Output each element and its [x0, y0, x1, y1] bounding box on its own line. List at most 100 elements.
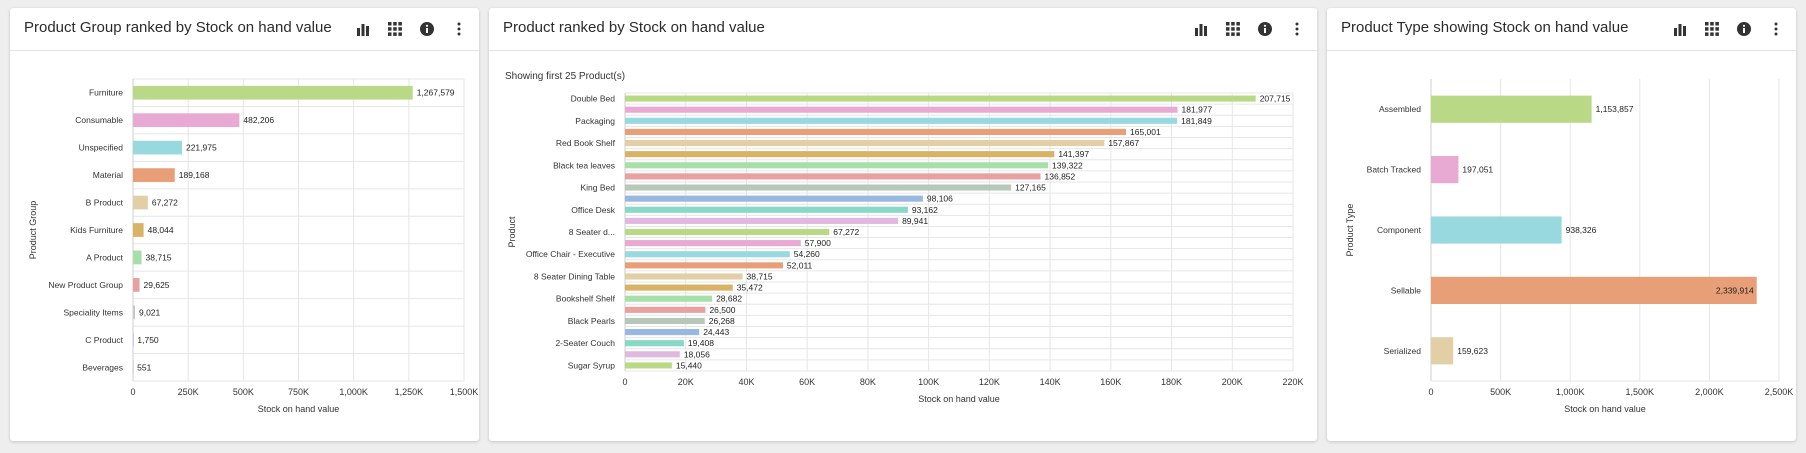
bar-value-label: 9,021 [139, 307, 161, 317]
bar-value-label: 67,272 [833, 227, 859, 237]
bar [625, 262, 783, 269]
bar-value-label: 181,977 [1182, 105, 1213, 115]
bar-chart-icon[interactable] [351, 17, 375, 41]
x-tick-label: 1,000K [339, 387, 368, 397]
x-tick-label: 20K [678, 377, 694, 387]
x-tick-label: 0 [130, 387, 135, 397]
info-icon[interactable] [1732, 17, 1756, 41]
y-category-label: Packaging [575, 116, 615, 126]
chart-product: Showing first 25 Product(s) 0 20K 40K 60K 80K… [505, 71, 1304, 404]
bar [133, 278, 140, 292]
x-tick-label: 0 [1428, 387, 1433, 397]
panel-title: Product ranked by Stock on hand value [503, 19, 765, 36]
y-category-label: Consumable [75, 115, 123, 125]
panel-product-type: Product Type showing Stock on hand value… [1327, 8, 1796, 441]
bar-chart-icon[interactable] [1189, 17, 1213, 41]
x-tick-label: 500K [233, 387, 254, 397]
bar [133, 168, 175, 182]
y-category-label: Office Chair - Executive [526, 249, 615, 259]
bar-value-label: 38,715 [747, 271, 773, 281]
y-category-label: Serialized [1384, 346, 1422, 356]
panel-product-group: Product Group ranked by Stock on hand va… [10, 8, 479, 441]
bar-value-label: 93,162 [912, 205, 938, 215]
bar-chart-icon[interactable] [1668, 17, 1692, 41]
bar [133, 360, 134, 375]
bar-value-label: 48,044 [148, 225, 174, 235]
x-tick-label: 220K [1282, 377, 1303, 387]
y-category-label: B Product [86, 198, 124, 208]
bar-value-label: 57,900 [805, 238, 831, 248]
chart-subtitle: Showing first 25 Product(s) [505, 71, 625, 82]
y-axis-title: Product [507, 216, 517, 248]
x-tick-label: 1,500K [450, 387, 479, 397]
bar-value-label: 1,153,857 [1596, 104, 1634, 114]
more-vertical-icon[interactable] [1285, 17, 1309, 41]
panel-toolbar [351, 17, 471, 41]
bar-value-label: 54,260 [794, 249, 820, 259]
bar-value-label: 141,397 [1058, 149, 1089, 159]
chart-product-group: 0 250K 500K 750K 1,000K 1,250K 1,500K Furniture… [28, 78, 479, 414]
bar-value-label: 197,051 [1462, 165, 1493, 175]
grid-icon[interactable] [1700, 17, 1724, 41]
bar [625, 117, 1178, 124]
bar [1431, 337, 1454, 365]
bar-value-label: 15,440 [676, 360, 702, 370]
bar [625, 351, 680, 358]
bar [133, 195, 148, 210]
bar-value-label: 28,682 [716, 294, 742, 304]
x-tick-label: 500K [1490, 387, 1511, 397]
bar [625, 340, 684, 347]
x-tick-label: 140K [1040, 377, 1061, 387]
y-category-label: Black Pearls [568, 316, 615, 326]
x-tick-label: 1,000K [1556, 387, 1585, 397]
x-tick-label: 1,500K [1626, 387, 1655, 397]
x-tick-label: 200K [1222, 377, 1243, 387]
x-tick-label: 160K [1100, 377, 1121, 387]
bar-value-label: 165,001 [1130, 127, 1161, 137]
x-tick-label: 40K [738, 377, 754, 387]
grid-icon[interactable] [1221, 17, 1245, 41]
y-category-label: Office Desk [571, 205, 616, 215]
bar-value-label: 938,326 [1566, 225, 1597, 235]
panel-header: Product Type showing Stock on hand value [1327, 8, 1796, 51]
more-vertical-icon[interactable] [447, 17, 471, 41]
info-icon[interactable] [1253, 17, 1277, 41]
bar-value-label: 26,500 [709, 305, 735, 315]
bar-value-label: 38,715 [146, 252, 172, 262]
bar [625, 206, 908, 213]
bar [133, 250, 142, 265]
x-axis-title: Stock on hand value [258, 404, 340, 414]
bar [625, 295, 713, 302]
bar [133, 113, 240, 128]
bar [625, 317, 705, 325]
bar-value-label: 159,623 [1457, 346, 1488, 356]
bar [625, 139, 1105, 147]
info-icon[interactable] [415, 17, 439, 41]
y-category-label: Furniture [89, 88, 123, 98]
bar [625, 217, 899, 224]
bar [1431, 276, 1757, 304]
bar-value-label: 482,206 [243, 115, 274, 125]
bar-value-label: 26,268 [709, 316, 735, 326]
bar-value-label: 24,443 [703, 327, 729, 337]
bar-value-label: 207,715 [1260, 94, 1291, 104]
y-category-label: Black tea leaves [553, 160, 615, 170]
panel-product: Product ranked by Stock on hand value Sh… [489, 8, 1317, 441]
bar [625, 162, 1049, 169]
bar-value-label: 181,849 [1181, 116, 1212, 126]
bar [625, 240, 801, 247]
bar [1431, 216, 1562, 244]
x-tick-label: 180K [1161, 377, 1182, 387]
x-tick-label: 2,000K [1695, 387, 1724, 397]
y-category-label: 8 Seater Dining Table [534, 271, 615, 281]
y-category-label: Assembled [1379, 104, 1421, 114]
bar-value-label: 1,267,579 [417, 88, 455, 98]
x-axis-title: Stock on hand value [918, 394, 1000, 404]
y-category-label: Component [1377, 225, 1422, 235]
more-vertical-icon[interactable] [1764, 17, 1788, 41]
y-category-label: Sugar Syrup [568, 360, 616, 370]
bar [625, 106, 1178, 113]
y-category-label: 8 Seater d... [569, 227, 615, 237]
grid-icon[interactable] [383, 17, 407, 41]
y-category-label: New Product Group [48, 280, 123, 290]
